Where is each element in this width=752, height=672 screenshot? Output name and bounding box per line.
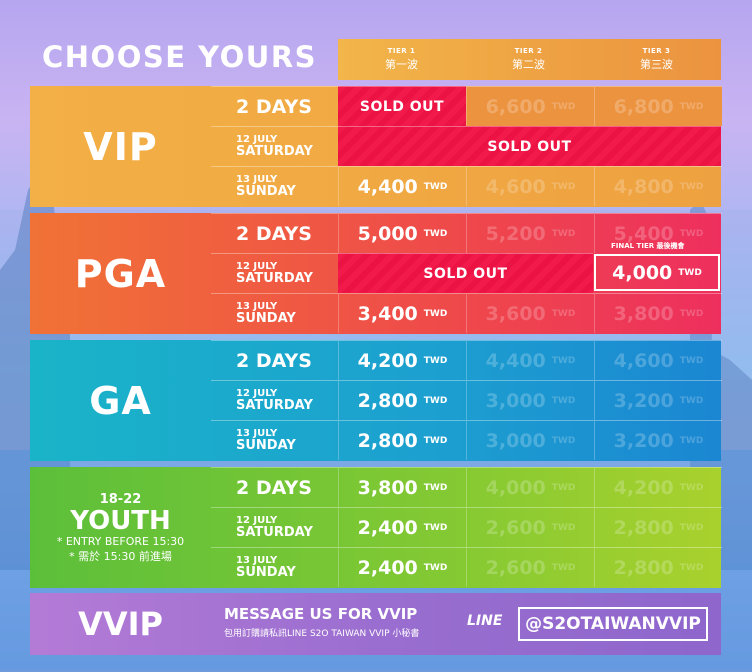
price-cell: 2,800 TWD xyxy=(338,420,466,460)
price-cell: 2,800 TWD xyxy=(594,507,722,547)
final-tier-price: 4,000 TWD xyxy=(594,254,720,291)
price-row: 13 JULY SUNDAY 2,800 TWD 3,000 TWD 3,200 TWD xyxy=(211,420,722,460)
row-label: 12 JULY SATURDAY xyxy=(211,253,338,293)
page-title: CHOOSE YOURS xyxy=(42,40,318,74)
section-title: VIP xyxy=(83,124,158,169)
line-logo-icon: LINE xyxy=(467,613,503,629)
price-row: 12 JULY SATURDAY SOLD OUT xyxy=(211,126,721,166)
row-label: 13 JULY SUNDAY xyxy=(211,547,338,587)
price-row: 13 JULY SUNDAY 3,400 TWD 3,600 TWD 3,800 TWD xyxy=(211,293,722,333)
youth-entry-note-zh: * 需於 15:30 前進場 xyxy=(69,549,172,563)
price-cell: 4,400 TWD xyxy=(466,340,594,380)
price-cell: 2,600 TWD xyxy=(466,547,594,587)
price-row: 12 JULY SATURDAY 2,800 TWD 3,000 TWD 3,200 T… xyxy=(211,380,722,420)
section-name: VIP xyxy=(30,86,211,207)
tier-2-label-zh: 第二波 xyxy=(512,58,545,71)
price-cell: 4,800 TWD xyxy=(594,166,722,206)
price-row: 2 DAYS 4,200 TWD 4,400 TWD 4,600 TWD xyxy=(211,340,722,380)
price-cell: 3,800 TWD xyxy=(594,293,722,333)
price-cell: 5,400 TWD xyxy=(594,213,722,253)
section-vip: VIP 2 DAYS SOLD OUT 6,600 TWD 6,800 TWD 12… xyxy=(30,86,722,207)
row-label: 12 JULY SATURDAY xyxy=(211,126,338,166)
row-label: 2 DAYS xyxy=(211,467,338,507)
row-label: 13 JULY SUNDAY xyxy=(211,293,338,333)
price-cell: 2,600 TWD xyxy=(466,507,594,547)
price-cell: 4,600 TWD xyxy=(594,340,722,380)
tier-3-header: TIER 3 第三波 xyxy=(593,39,720,80)
price-cell: 4,200 TWD xyxy=(594,467,722,507)
price-cell: 3,000 TWD xyxy=(466,420,594,460)
price-cell: 5,000 TWD xyxy=(338,213,466,253)
youth-entry-note: * ENTRY BEFORE 15:30 xyxy=(56,534,185,548)
sold-out-banner: SOLD OUT xyxy=(338,253,593,293)
section-ga: GA 2 DAYS 4,200 TWD 4,400 TWD 4,600 TWD 12 … xyxy=(30,340,722,461)
price-cell: 2,400 TWD xyxy=(338,507,466,547)
price-cell: 3,400 TWD xyxy=(338,293,466,333)
line-handle-link[interactable]: @S2OTAIWANVVIP xyxy=(518,607,708,641)
price-cell: 6,600 TWD xyxy=(466,86,594,126)
price-row: 2 DAYS SOLD OUT 6,600 TWD 6,800 TWD xyxy=(211,86,722,126)
row-label: 2 DAYS xyxy=(211,340,338,380)
price-cell: 2,800 TWD xyxy=(338,380,466,420)
price-cell: 4,200 TWD xyxy=(338,340,466,380)
row-label: 2 DAYS xyxy=(211,86,338,126)
price-row: 13 JULY SUNDAY 4,400 TWD 4,600 TWD 4,800 TWD xyxy=(211,166,722,206)
section-youth: 18-22 YOUTH * ENTRY BEFORE 15:30 * 需於 15… xyxy=(30,467,722,588)
vvip-message: MESSAGE US FOR VVIP xyxy=(224,605,418,623)
final-tier-tag: FINAL TIER 最後機會 xyxy=(611,242,685,250)
tier-1-label-zh: 第一波 xyxy=(385,58,418,71)
row-label: 12 JULY SATURDAY xyxy=(211,507,338,547)
section-title: VVIP xyxy=(78,605,163,643)
tier-header: TIER 1 第一波 TIER 2 第二波 TIER 3 第三波 xyxy=(338,39,721,80)
price-cell: 4,000 TWD xyxy=(466,467,594,507)
row-label: 2 DAYS xyxy=(211,213,338,253)
section-pga: PGA 2 DAYS 5,000 TWD 5,200 TWD 5,400 TWD 12… xyxy=(30,213,722,334)
price-cell: 2,800 TWD xyxy=(594,547,722,587)
section-name: 18-22 YOUTH * ENTRY BEFORE 15:30 * 需於 15… xyxy=(30,467,211,588)
price-cell: 5,200 TWD xyxy=(466,213,594,253)
tier-3-label: TIER 3 xyxy=(642,47,671,55)
tier-2-label: TIER 2 xyxy=(514,47,543,55)
tier-1-header: TIER 1 第一波 xyxy=(338,39,465,80)
row-label: 13 JULY SUNDAY xyxy=(211,420,338,460)
section-title: PGA xyxy=(74,251,167,296)
price-cell: 6,800 TWD xyxy=(594,86,722,126)
youth-age-range: 18-22 xyxy=(99,491,142,507)
price-cell: 3,000 TWD xyxy=(466,380,594,420)
section-name: GA xyxy=(30,340,211,461)
price-cell: 3,200 TWD xyxy=(594,380,722,420)
section-vvip: VVIP MESSAGE US FOR VVIP 包用訂購請私訊LINE S2O… xyxy=(30,593,721,655)
price-cell: 4,400 TWD xyxy=(338,166,466,206)
price-row: 12 JULY SATURDAY SOLD OUT FINAL TIER 最後機會… xyxy=(211,242,721,293)
sold-out-cell: SOLD OUT xyxy=(338,86,466,126)
price-cell: 2,400 TWD xyxy=(338,547,466,587)
price-row: 2 DAYS 5,000 TWD 5,200 TWD 5,400 TWD xyxy=(211,213,722,253)
row-label: 12 JULY SATURDAY xyxy=(211,380,338,420)
sold-out-banner: SOLD OUT xyxy=(338,126,721,166)
row-label: 13 JULY SUNDAY xyxy=(211,166,338,206)
tier-2-header: TIER 2 第二波 xyxy=(465,39,592,80)
tier-1-label: TIER 1 xyxy=(387,47,416,55)
price-cell: 3,200 TWD xyxy=(594,420,722,460)
section-title: GA xyxy=(89,378,152,423)
price-cell: 3,600 TWD xyxy=(466,293,594,333)
price-row: 13 JULY SUNDAY 2,400 TWD 2,600 TWD 2,800 TWD xyxy=(211,547,722,587)
price-row: 2 DAYS 3,800 TWD 4,000 TWD 4,200 TWD xyxy=(211,467,722,507)
tier-3-label-zh: 第三波 xyxy=(640,58,673,71)
section-name: PGA xyxy=(30,213,211,334)
price-cell: 3,800 TWD xyxy=(338,467,466,507)
section-title: YOUTH xyxy=(70,505,171,536)
vvip-message-zh: 包用訂購請私訊LINE S2O TAIWAN VVIP 小秘書 xyxy=(224,629,420,639)
price-row: 12 JULY SATURDAY 2,400 TWD 2,600 TWD 2,800 T… xyxy=(211,507,722,547)
price-cell: 4,600 TWD xyxy=(466,166,594,206)
